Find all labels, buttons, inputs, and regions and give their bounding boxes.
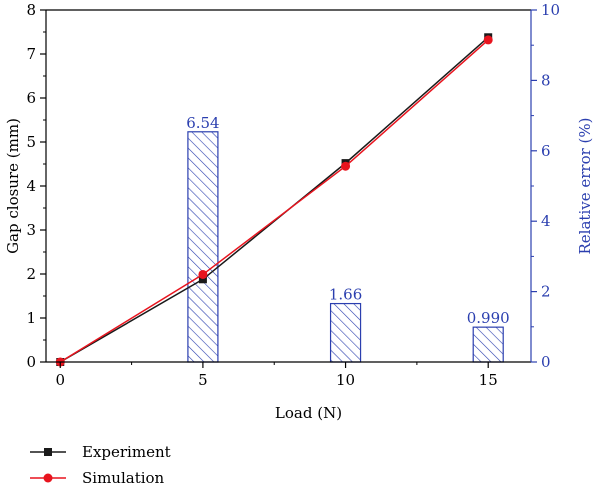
x-axis-title: Load (N): [275, 404, 342, 422]
legend-marker-simulation: [43, 473, 53, 483]
y-right-tick-label-2: 4: [541, 212, 551, 230]
y-right-tick-label-0: 0: [541, 353, 551, 371]
x-tick-label-2: 10: [336, 371, 355, 389]
x-tick-label-3: 15: [479, 371, 498, 389]
series-line-experiment: [59, 36, 489, 363]
series-point-simulation-2: [341, 161, 351, 171]
legend-label-simulation: Simulation: [82, 469, 165, 487]
y-left-tick-label-0: 0: [26, 353, 36, 371]
error-bar-label-0: 6.54: [186, 114, 219, 132]
series-point-simulation-3: [483, 35, 493, 45]
error-bar-1: [329, 302, 362, 363]
error-bar-label-2: 0.990: [467, 309, 510, 327]
error-bar-2: [472, 326, 504, 363]
y-left-axis-title: Gap closure (mm): [4, 118, 22, 254]
y-left-tick-label-2: 2: [26, 265, 36, 283]
y-left-tick-label-6: 6: [26, 89, 36, 107]
y-left-tick-label-5: 5: [26, 133, 36, 151]
legend-label-experiment: Experiment: [82, 443, 171, 461]
y-left-tick-label-3: 3: [26, 221, 36, 239]
y-left-tick-label-4: 4: [26, 177, 36, 195]
y-right-tick-label-5: 10: [541, 1, 560, 19]
x-tick-label-1: 5: [198, 371, 208, 389]
series-line-simulation: [59, 39, 489, 363]
series-point-simulation-1: [198, 269, 208, 279]
y-right-tick-label-1: 2: [541, 283, 551, 301]
y-left-tick-label-7: 7: [26, 45, 36, 63]
y-left-tick-label-1: 1: [26, 309, 36, 327]
y-left-tick-label-8: 8: [26, 1, 36, 19]
y-right-axis-title: Relative error (%): [576, 118, 594, 255]
x-tick-label-0: 0: [55, 371, 65, 389]
y-right-tick-label-3: 6: [541, 142, 551, 160]
series-point-experiment-1: [198, 275, 207, 284]
y-right-tick-label-4: 8: [541, 71, 551, 89]
error-bar-label-1: 1.66: [329, 286, 362, 304]
error-bar-0: [187, 131, 219, 363]
legend-marker-experiment: [44, 448, 52, 456]
